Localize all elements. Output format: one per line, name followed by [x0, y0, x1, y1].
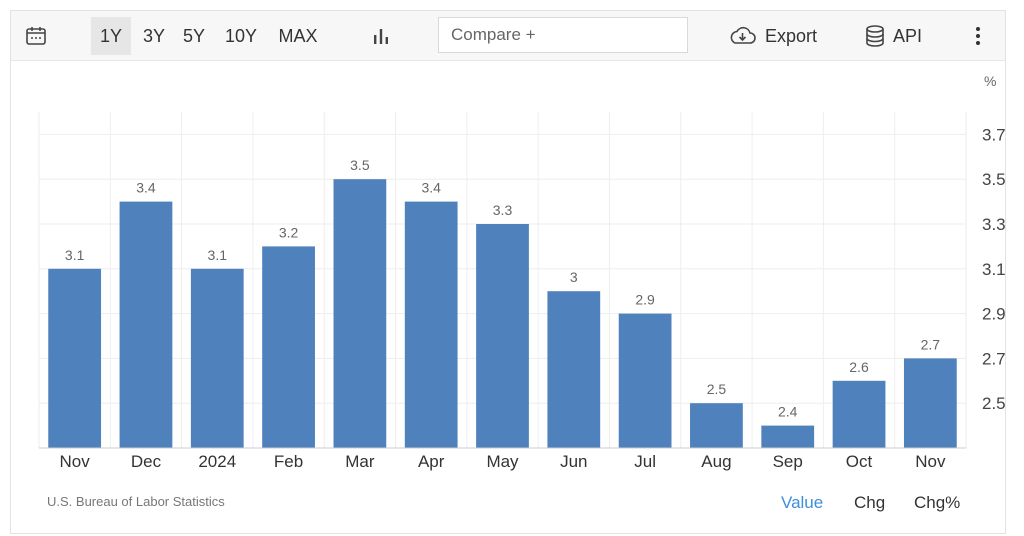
data-label: 3.4 — [421, 180, 441, 196]
x-tick-label: Oct — [846, 452, 873, 471]
x-tick-label: Aug — [701, 452, 731, 471]
bar[interactable] — [119, 201, 173, 448]
x-tick-label: Jun — [560, 452, 587, 471]
more-options-button[interactable] — [973, 11, 983, 61]
bar-chart: 2.5 2.7 2.9 3.1 3.3 3.5 3.7% 3.1 Nov 3.4 Dec 3.1 202… — [38, 73, 1005, 471]
toolbar: 1Y 3Y 5Y 10Y MAX Export — [11, 11, 1005, 61]
range-max-button[interactable]: MAX — [278, 25, 318, 46]
source-text: U.S. Bureau of Labor Statistics — [47, 494, 225, 509]
compare-input[interactable] — [438, 17, 688, 53]
y-tick-label: 2.9 — [982, 305, 1005, 324]
calendar-button[interactable] — [25, 11, 47, 61]
bar-chart-icon — [374, 29, 388, 44]
data-label: 3.1 — [208, 247, 228, 263]
range-10y-button[interactable]: 10Y — [224, 25, 258, 46]
data-label: 2.7 — [921, 336, 941, 352]
chart-widget: 1Y 3Y 5Y 10Y MAX Export — [10, 10, 1006, 534]
bar[interactable] — [832, 380, 886, 448]
bar[interactable] — [48, 268, 102, 448]
bar[interactable] — [547, 291, 601, 448]
bar[interactable] — [618, 313, 672, 448]
api-label: API — [893, 25, 923, 46]
tab-chg[interactable]: Chg — [854, 493, 886, 512]
data-label: 2.4 — [778, 404, 798, 420]
database-icon — [866, 25, 884, 47]
range-1y-button[interactable]: 1Y — [91, 17, 131, 55]
y-tick-label: 3.1 — [982, 260, 1005, 279]
y-tick-label: 2.5 — [982, 394, 1005, 413]
data-label: 2.5 — [707, 381, 727, 397]
x-tick-label: Apr — [418, 452, 445, 471]
x-tick-label: Mar — [345, 452, 375, 471]
bar[interactable] — [690, 403, 743, 448]
x-tick-label: Feb — [274, 452, 303, 471]
bar[interactable] — [190, 268, 244, 448]
chart-type-button[interactable] — [371, 11, 391, 61]
y-tick-label: 3.3 — [982, 215, 1005, 234]
y-tick-label: 3.5 — [982, 170, 1005, 189]
y-tick-label: 3.7 — [982, 125, 1005, 144]
data-label: 3.3 — [493, 202, 513, 218]
data-label: 2.9 — [635, 292, 655, 308]
data-label: 2.6 — [849, 359, 869, 375]
x-tick-label: Dec — [131, 452, 162, 471]
calendar-icon — [26, 27, 46, 45]
data-label: 3.5 — [350, 157, 370, 173]
data-label: 3.1 — [65, 247, 85, 263]
more-vertical-icon — [976, 27, 980, 45]
x-tick-label: Sep — [773, 452, 803, 471]
x-tick-label: Nov — [60, 452, 91, 471]
bar[interactable] — [761, 425, 815, 448]
export-label: Export — [765, 25, 818, 46]
tab-value[interactable]: Value — [781, 493, 824, 512]
tab-chg-percent[interactable]: Chg% — [914, 493, 961, 512]
range-3y-button[interactable]: 3Y — [142, 25, 166, 46]
data-label: 3 — [570, 269, 578, 285]
x-tick-label: Nov — [915, 452, 946, 471]
bar[interactable] — [333, 179, 387, 448]
y-unit-label: % — [984, 73, 996, 89]
x-tick-label: May — [486, 452, 519, 471]
export-button[interactable]: Export — [727, 11, 817, 61]
bar[interactable] — [476, 224, 529, 448]
cloud-download-icon — [730, 26, 756, 44]
data-label: 3.2 — [279, 224, 299, 240]
bar[interactable] — [404, 201, 458, 448]
x-tick-label: Jul — [634, 452, 656, 471]
range-5y-button[interactable]: 5Y — [182, 25, 206, 46]
data-label: 3.4 — [136, 180, 156, 196]
y-tick-label: 2.7 — [982, 349, 1005, 368]
x-tick-label: 2024 — [198, 452, 236, 471]
api-button[interactable]: API — [865, 11, 922, 61]
bar[interactable] — [903, 358, 957, 448]
bar[interactable] — [262, 246, 315, 448]
